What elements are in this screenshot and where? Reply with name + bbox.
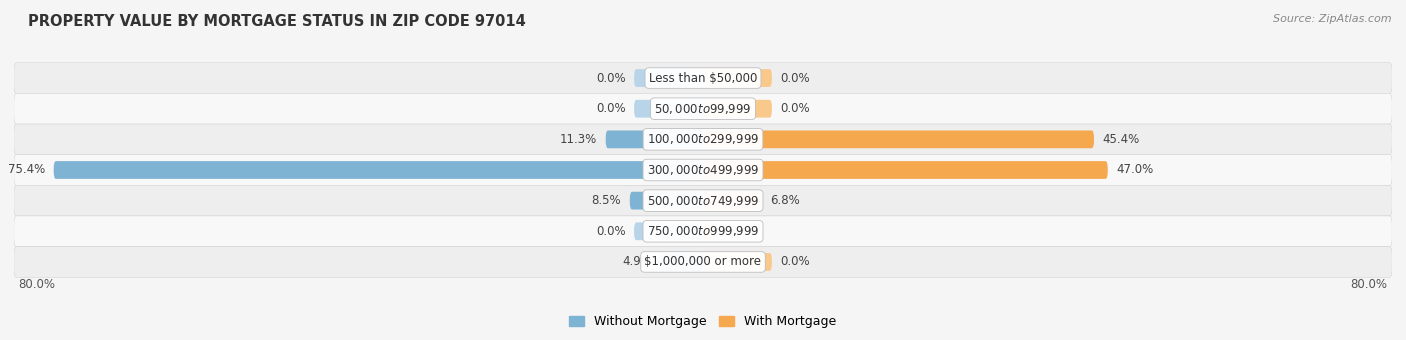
FancyBboxPatch shape [703, 69, 772, 87]
Text: PROPERTY VALUE BY MORTGAGE STATUS IN ZIP CODE 97014: PROPERTY VALUE BY MORTGAGE STATUS IN ZIP… [28, 14, 526, 29]
Text: 47.0%: 47.0% [1116, 164, 1153, 176]
FancyBboxPatch shape [703, 161, 1108, 179]
FancyBboxPatch shape [630, 192, 703, 209]
FancyBboxPatch shape [14, 216, 1392, 246]
Text: 0.0%: 0.0% [596, 102, 626, 115]
FancyBboxPatch shape [703, 192, 762, 209]
Text: 45.4%: 45.4% [1102, 133, 1140, 146]
FancyBboxPatch shape [606, 131, 703, 148]
FancyBboxPatch shape [634, 222, 703, 240]
Text: Source: ZipAtlas.com: Source: ZipAtlas.com [1274, 14, 1392, 23]
FancyBboxPatch shape [53, 161, 703, 179]
Text: 80.0%: 80.0% [18, 278, 55, 291]
Text: 80.0%: 80.0% [1351, 278, 1388, 291]
FancyBboxPatch shape [14, 155, 1392, 185]
Text: 4.9%: 4.9% [623, 255, 652, 269]
FancyBboxPatch shape [14, 246, 1392, 277]
FancyBboxPatch shape [634, 69, 703, 87]
FancyBboxPatch shape [703, 131, 1094, 148]
FancyBboxPatch shape [661, 253, 703, 271]
Text: $500,000 to $749,999: $500,000 to $749,999 [647, 194, 759, 208]
FancyBboxPatch shape [14, 63, 1392, 94]
Text: 6.8%: 6.8% [770, 194, 800, 207]
Legend: Without Mortgage, With Mortgage: Without Mortgage, With Mortgage [564, 310, 842, 334]
FancyBboxPatch shape [634, 100, 703, 118]
FancyBboxPatch shape [703, 222, 710, 240]
FancyBboxPatch shape [703, 100, 772, 118]
FancyBboxPatch shape [703, 253, 772, 271]
Text: 0.0%: 0.0% [780, 255, 810, 269]
Text: 0.0%: 0.0% [596, 71, 626, 85]
Text: 0.0%: 0.0% [596, 225, 626, 238]
Text: $750,000 to $999,999: $750,000 to $999,999 [647, 224, 759, 238]
Text: 8.5%: 8.5% [592, 194, 621, 207]
Text: $50,000 to $99,999: $50,000 to $99,999 [654, 102, 752, 116]
Text: $300,000 to $499,999: $300,000 to $499,999 [647, 163, 759, 177]
Text: 0.0%: 0.0% [780, 102, 810, 115]
Text: 75.4%: 75.4% [8, 164, 45, 176]
Text: Less than $50,000: Less than $50,000 [648, 71, 758, 85]
Text: 0.0%: 0.0% [780, 71, 810, 85]
Text: $100,000 to $299,999: $100,000 to $299,999 [647, 132, 759, 146]
Text: $1,000,000 or more: $1,000,000 or more [644, 255, 762, 269]
FancyBboxPatch shape [14, 124, 1392, 155]
Text: 11.3%: 11.3% [560, 133, 598, 146]
FancyBboxPatch shape [14, 185, 1392, 216]
Text: 0.81%: 0.81% [718, 225, 755, 238]
FancyBboxPatch shape [14, 94, 1392, 124]
